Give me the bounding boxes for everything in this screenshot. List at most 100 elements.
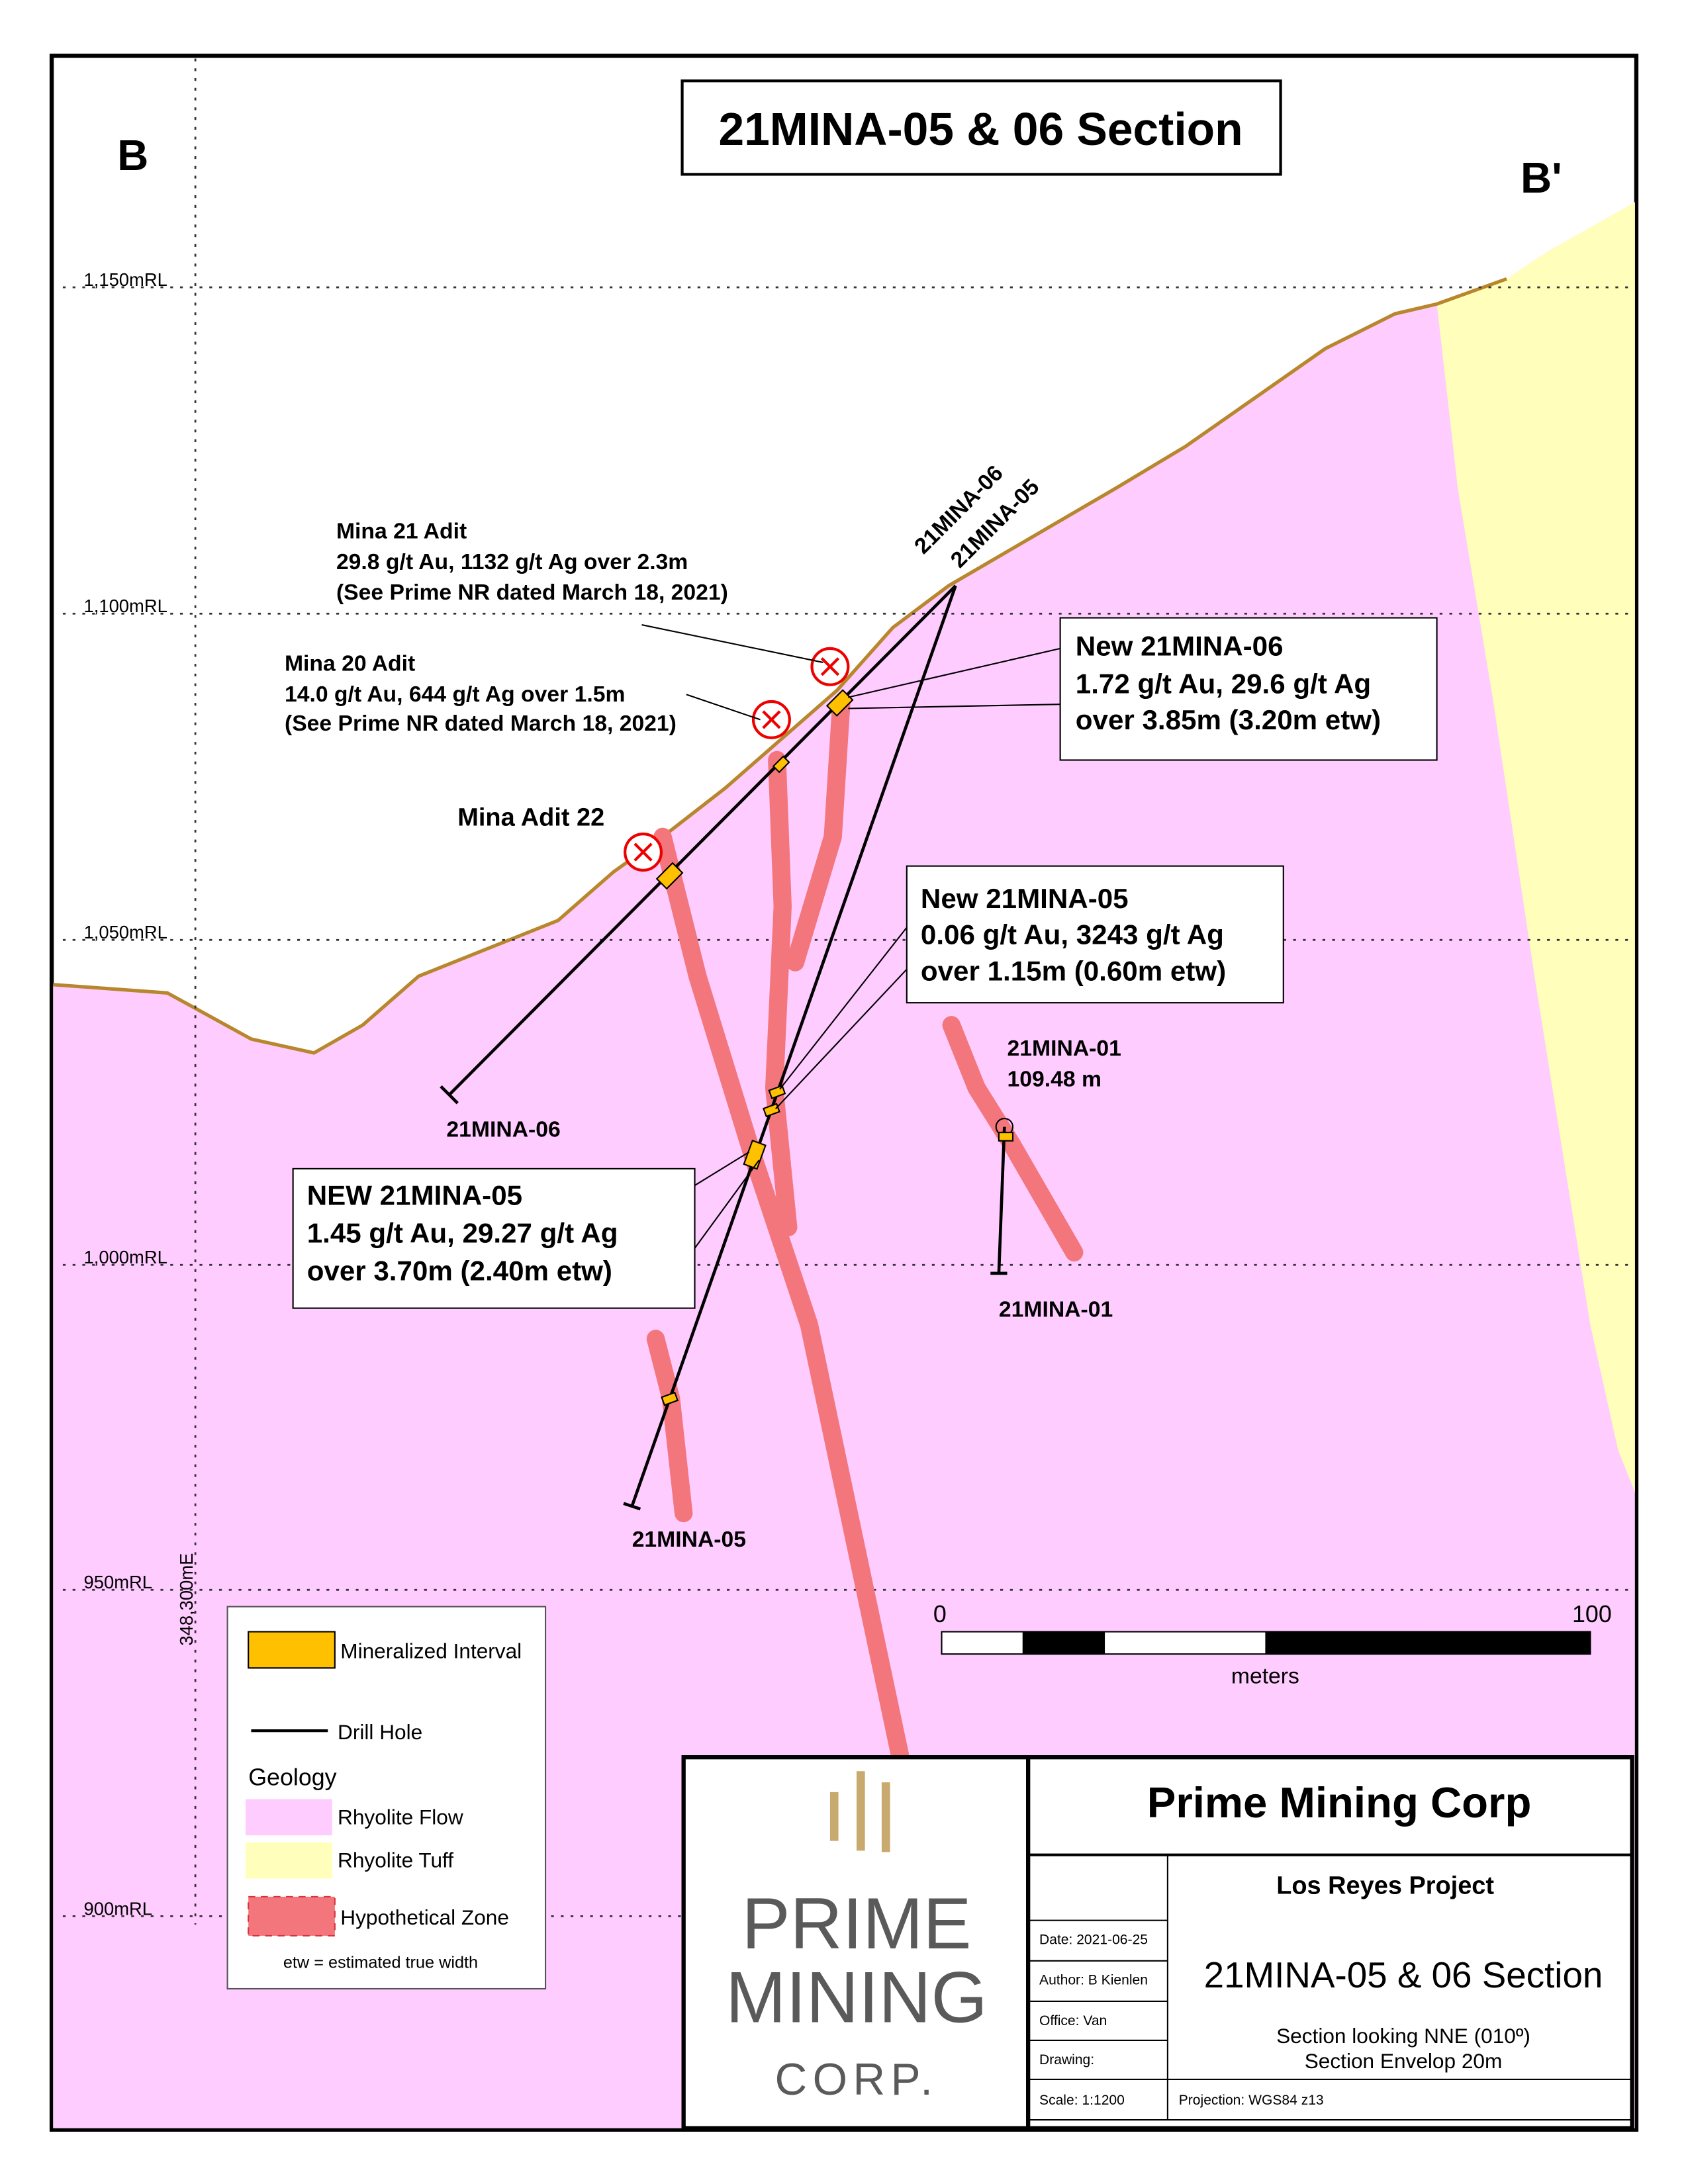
elevation-label: 1,100mRL: [84, 596, 167, 616]
title: 21MINA-05 & 06 Section: [718, 103, 1243, 155]
author: Author: B Kienlen: [1039, 1973, 1148, 1988]
drill-hole: [630, 585, 957, 1507]
scale-label: 0: [933, 1601, 947, 1627]
interval: [998, 1132, 1014, 1142]
callout-text: NEW 21MINA-05: [307, 1180, 522, 1211]
hole-label: 21MINA-01: [999, 1297, 1113, 1322]
hole-label: 21MINA-05: [632, 1527, 746, 1552]
zone: [942, 1016, 1084, 1262]
legend-note: etw = estimated true width: [283, 1953, 478, 1972]
drill-hole: [997, 1126, 1006, 1274]
easting-label: 348,300mE: [176, 1553, 197, 1646]
callouts: New 21MINA-06 1.72 g/t Au, 29.6 g/t Ag o…: [292, 617, 1438, 1309]
leader: [694, 1160, 760, 1249]
legend-swatch: [245, 1799, 332, 1836]
leader: [686, 694, 761, 721]
company-name: Prime Mining Corp: [1147, 1778, 1532, 1827]
hole-label: 109.48 m: [1008, 1067, 1102, 1092]
elevation-label: 950mRL: [84, 1572, 152, 1592]
callout-text: over 3.85m (3.20m etw): [1076, 704, 1381, 735]
callout-text: New 21MINA-06: [1076, 630, 1284, 661]
adit-cross: [762, 710, 781, 729]
logo-bar: [829, 1792, 839, 1841]
logo-bar: [881, 1782, 890, 1852]
scale-label: 100: [1572, 1601, 1612, 1627]
elevation-labels: 1,150mRL 1,100mRL 1,050mRL 1,000mRL 950m…: [84, 269, 197, 1919]
legend-swatch: [248, 1895, 336, 1936]
adit-label: Mina Adit 22: [457, 804, 604, 832]
elevation-label: 1,000mRL: [84, 1247, 167, 1267]
section-start: B: [117, 131, 148, 179]
project: Los Reyes Project: [1276, 1872, 1494, 1900]
interval: [768, 1085, 786, 1099]
interval: [772, 755, 790, 774]
title-box: [680, 79, 1282, 176]
hole-end: [623, 1502, 641, 1511]
title-block: PRIME MINING CORP. Prime Mining Corp Los…: [681, 1755, 1634, 2130]
legend-label: Rhyolite Tuff: [338, 1848, 453, 1872]
zone: [786, 695, 851, 972]
logo-text: PRIME: [741, 1884, 971, 1964]
interval: [655, 862, 684, 890]
grid: [62, 58, 1635, 1925]
date: Date: 2021-06-25: [1039, 1933, 1148, 1948]
section-title: 21MINA-05 & 06 Section: [1204, 1954, 1603, 1995]
legend-label: Mineralized Interval: [340, 1639, 522, 1663]
callout-box: [906, 865, 1284, 1004]
adit-label: 14.0 g/t Au, 644 g/t Ag over 1.5m: [285, 682, 625, 707]
drawing: Drawing:: [1039, 2052, 1094, 2068]
adit-label: Mina 21 Adit: [336, 518, 467, 543]
section-note: Section looking NNE (010º): [1276, 2024, 1530, 2048]
interval: [825, 689, 854, 717]
scale-bar: 0 100 meters: [933, 1601, 1612, 1689]
callout-text: over 3.70m (2.40m etw): [307, 1255, 612, 1286]
scale-unit: meters: [1231, 1663, 1299, 1688]
hole-end: [440, 1085, 459, 1105]
projection: Projection: WGS84 z13: [1179, 2093, 1324, 2108]
logo-text: MINING: [726, 1958, 988, 2038]
leader-lines: [641, 624, 1060, 1249]
leader: [694, 1151, 750, 1187]
zone: [765, 751, 798, 1237]
leader: [641, 624, 823, 663]
callout-text: 1.72 g/t Au, 29.6 g/t Ag: [1076, 668, 1371, 699]
elevation-label: 900mRL: [84, 1898, 152, 1919]
callout-box: [292, 1167, 696, 1309]
leader: [848, 704, 1060, 709]
legend-label: Hypothetical Zone: [340, 1905, 509, 1929]
legend-swatch: [245, 1842, 332, 1879]
legend-swatch: [248, 1631, 336, 1669]
adit-cross: [820, 657, 840, 676]
adit-label: (See Prime NR dated March 18, 2021): [285, 711, 677, 736]
mineralized-intervals: [655, 689, 1014, 1406]
adit-symbols: [624, 647, 850, 872]
logo-bar: [856, 1771, 865, 1851]
topography: [52, 277, 1507, 1055]
legend-label: Drill Hole: [338, 1720, 422, 1744]
interval: [763, 1103, 780, 1118]
office: Office: Van: [1039, 2013, 1107, 2028]
callout-text: 0.06 g/t Au, 3243 g/t Ag: [921, 919, 1224, 950]
legend-heading: Geology: [248, 1764, 336, 1790]
leader: [774, 968, 908, 1110]
callout-text: 1.45 g/t Au, 29.27 g/t Ag: [307, 1218, 618, 1249]
adit-label: 29.8 g/t Au, 1132 g/t Ag over 2.3m: [336, 549, 688, 574]
elevation-label: 1,150mRL: [84, 269, 167, 290]
callout-text: over 1.15m (0.60m etw): [921, 955, 1226, 986]
title-block-frame: [681, 1755, 1634, 2130]
legend: Mineralized Interval Drill Hole Geology …: [226, 1606, 547, 1990]
hole-label: 21MINA-01: [1008, 1036, 1121, 1061]
section-note: Section Envelop 20m: [1305, 2049, 1503, 2073]
scale-segment: [1265, 1631, 1591, 1655]
adit-label: Mina 20 Adit: [285, 651, 415, 676]
rhyolite-tuff: [1436, 202, 1635, 1492]
hole-label: 21MINA-06: [446, 1116, 560, 1142]
callout-text: New 21MINA-05: [921, 883, 1129, 914]
scale-segment: [1022, 1631, 1105, 1655]
drill-holes: [440, 584, 1014, 1511]
leader: [848, 647, 1060, 698]
logo-text: CORP.: [774, 2055, 938, 2105]
interval: [661, 1391, 679, 1406]
